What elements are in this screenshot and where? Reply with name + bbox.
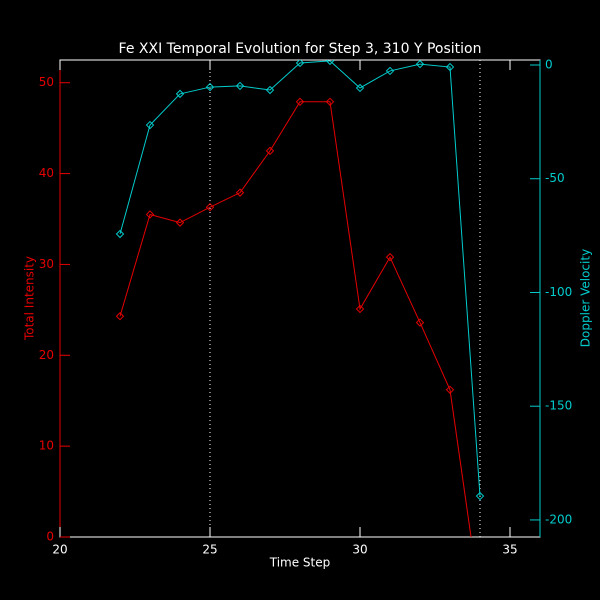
y2-tick-label: -100 bbox=[545, 285, 572, 299]
y2-tick-label: -200 bbox=[545, 512, 572, 526]
y-tick-label: 50 bbox=[39, 75, 54, 89]
marker bbox=[145, 210, 155, 219]
chart-title: Fe XXI Temporal Evolution for Step 3, 31… bbox=[119, 41, 482, 57]
x-tick-label: 25 bbox=[202, 543, 217, 557]
marker bbox=[415, 318, 425, 327]
marker bbox=[235, 81, 245, 91]
y2-tick-label: 0 bbox=[545, 58, 553, 72]
marker bbox=[477, 596, 484, 600]
marker bbox=[235, 188, 245, 197]
marker bbox=[295, 60, 305, 68]
x-tick-label: 35 bbox=[502, 543, 517, 557]
marker bbox=[115, 312, 125, 321]
plot-area bbox=[115, 60, 485, 600]
y-tick-label: 40 bbox=[39, 166, 54, 180]
marker bbox=[355, 304, 365, 314]
x-tick-label: 30 bbox=[352, 543, 367, 557]
marker bbox=[175, 89, 185, 99]
series-line bbox=[119, 60, 481, 497]
y2-axis-label: Doppler Velocity bbox=[579, 249, 593, 347]
y-axis-label: Total Intensity bbox=[23, 256, 37, 341]
y-tick-label: 10 bbox=[39, 439, 54, 453]
marker bbox=[265, 85, 275, 95]
y2-tick-label: -50 bbox=[545, 171, 565, 185]
marker bbox=[325, 97, 335, 107]
marker bbox=[445, 385, 455, 395]
marker bbox=[205, 202, 215, 212]
x-tick-label: 20 bbox=[52, 543, 67, 557]
marker bbox=[175, 218, 185, 227]
plot-frame bbox=[59, 59, 541, 538]
marker bbox=[295, 97, 305, 107]
marker bbox=[205, 82, 215, 92]
y-tick-label: 0 bbox=[46, 530, 54, 544]
marker bbox=[115, 229, 125, 239]
y-tick-label: 20 bbox=[39, 348, 54, 362]
marker bbox=[325, 60, 335, 66]
marker bbox=[385, 252, 395, 262]
marker bbox=[475, 491, 485, 501]
marker bbox=[265, 146, 275, 156]
series-line bbox=[119, 101, 472, 537]
marker bbox=[385, 66, 395, 76]
marker bbox=[445, 62, 455, 72]
y2-tick-label: -150 bbox=[545, 399, 572, 413]
marker bbox=[355, 83, 365, 93]
marker bbox=[415, 60, 425, 69]
marker bbox=[145, 120, 155, 130]
x-axis-label: Time Step bbox=[269, 556, 331, 570]
y-tick-label: 30 bbox=[39, 257, 54, 271]
